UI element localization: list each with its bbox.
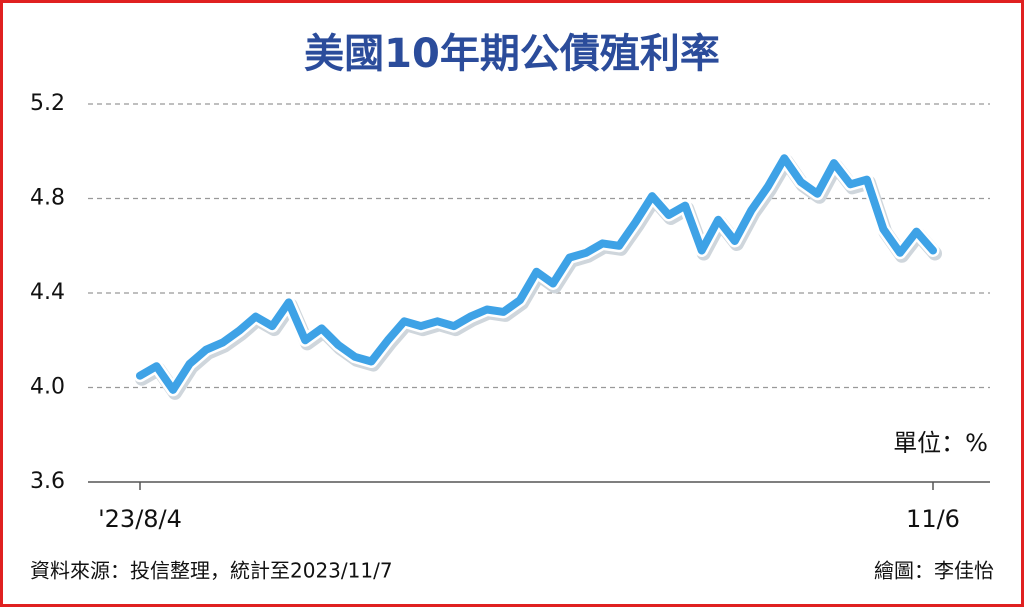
- y-tick-label: 3.6: [30, 469, 65, 494]
- credit: 繪圖：李佳怡: [874, 559, 994, 583]
- line: [136, 154, 937, 394]
- y-tick-label: 4.0: [30, 375, 65, 400]
- x-tick-label: '23/8/4: [98, 505, 182, 533]
- y-tick-label: 4.8: [30, 186, 65, 211]
- y-tick-label: 4.4: [30, 280, 65, 305]
- y-tick-label: 5.2: [30, 91, 65, 116]
- chart-title: 美國10年期公債殖利率: [304, 31, 720, 77]
- x-tick-label: 11/6: [906, 505, 960, 533]
- source: 資料來源：投信整理，統計至2023/11/7: [30, 559, 393, 583]
- unit-note: 單位：%: [893, 429, 988, 457]
